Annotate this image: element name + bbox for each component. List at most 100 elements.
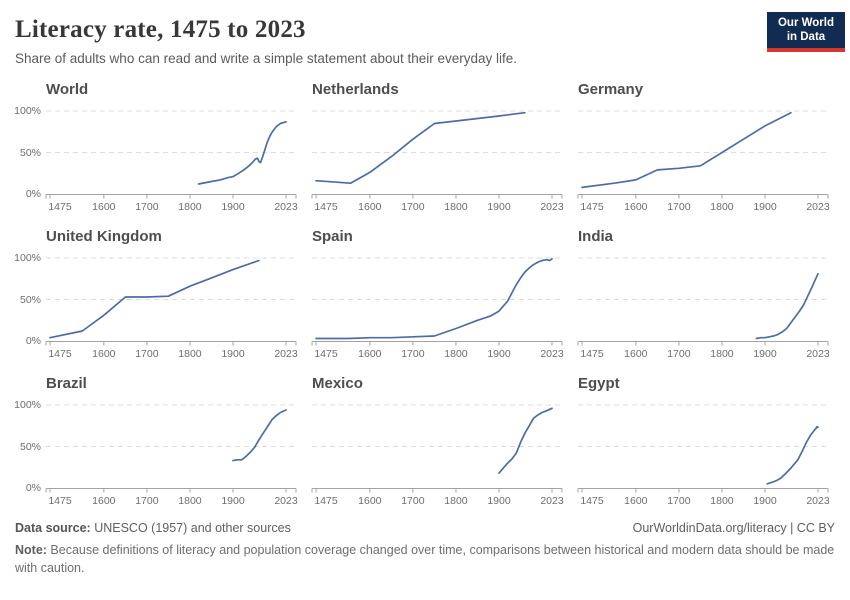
owid-logo-line2: in Data <box>786 30 826 43</box>
line-chart-mexico: 1475 1600 1700 1800 1900 2023 <box>311 404 564 507</box>
x-tick-label: 1700 <box>135 495 159 507</box>
x-tick-label: 1475 <box>48 201 72 213</box>
x-tick-label: 2023 <box>274 495 298 507</box>
x-tick-label: 1600 <box>92 495 116 507</box>
facet-germany: Germany 1475 1600 1700 1800 1900 2023 <box>577 81 830 215</box>
x-tick-label: 1475 <box>314 348 338 360</box>
x-tick-label: 2023 <box>540 495 564 507</box>
x-tick-label: 1600 <box>358 348 382 360</box>
facet-mexico: Mexico 1475 1600 1700 1800 1900 2023 <box>311 375 564 509</box>
x-tick-label: 1600 <box>358 495 382 507</box>
x-tick-label: 1700 <box>401 348 425 360</box>
line-chart-spain: 1475 1600 1700 1800 1900 2023 <box>311 257 564 360</box>
x-tick-label: 1900 <box>753 495 777 507</box>
chart-subtitle: Share of adults who can read and write a… <box>15 51 518 66</box>
x-tick-label: 1700 <box>135 348 159 360</box>
line-chart-egypt: 1475 1600 1700 1800 1900 2023 <box>577 404 830 507</box>
facet-brazil: Brazil 0% 50% 100% 1475 1600 1700 1800 1900 2023 <box>14 375 298 509</box>
x-tick-label: 1900 <box>221 495 245 507</box>
x-tick-label: 1800 <box>178 495 202 507</box>
facet-netherlands: Netherlands 1475 1600 1700 1800 1900 2023 <box>311 81 564 215</box>
data-line-world <box>197 120 287 185</box>
x-tick-label: 1600 <box>358 201 382 213</box>
chart-footer: Data source: UNESCO (1957) and other sou… <box>15 521 835 577</box>
facet-title-spain: Spain <box>312 228 353 245</box>
x-tick-label: 2023 <box>806 201 830 213</box>
owid-logo-text: Our World in Data <box>767 12 845 48</box>
x-tick-label: 1900 <box>221 201 245 213</box>
x-tick-label: 1700 <box>135 201 159 213</box>
y-tick-label: 0% <box>25 188 41 200</box>
page-title: Literacy rate, 1475 to 2023 <box>15 16 306 43</box>
x-tick-label: 1475 <box>314 495 338 507</box>
owid-logo-red-bar <box>767 48 845 52</box>
x-tick-label: 1700 <box>401 495 425 507</box>
x-tick-label: 2023 <box>540 201 564 213</box>
data-line-germany <box>581 111 792 189</box>
facet-india: India 1475 1600 1700 1800 1900 2023 <box>577 228 830 362</box>
license-link[interactable]: OurWorldinData.org/literacy | CC BY <box>632 521 835 535</box>
y-tick-label: 0% <box>25 335 41 347</box>
facet-title-mexico: Mexico <box>312 375 363 392</box>
x-tick-label: 1800 <box>178 201 202 213</box>
x-tick-label: 2023 <box>806 495 830 507</box>
x-tick-label: 1475 <box>48 495 72 507</box>
line-chart-brazil: 1475 1600 1700 1800 1900 2023 <box>45 404 298 507</box>
facet-title-india: India <box>578 228 614 245</box>
data-line-egypt <box>766 425 819 485</box>
y-tick-label: 50% <box>19 293 41 306</box>
x-tick-label: 1800 <box>444 201 468 213</box>
data-line-spain <box>315 257 553 340</box>
y-tick-label: 0% <box>25 482 41 494</box>
x-tick-label: 2023 <box>274 201 298 213</box>
line-chart-india: 1475 1600 1700 1800 1900 2023 <box>577 257 830 360</box>
chart-header: Literacy rate, 1475 to 2023 Share of adu… <box>0 12 850 66</box>
x-tick-label: 1600 <box>624 201 648 213</box>
data-source: Data source: UNESCO (1957) and other sou… <box>15 521 291 535</box>
x-tick-label: 1800 <box>444 495 468 507</box>
x-tick-label: 1900 <box>221 348 245 360</box>
facet-spain: Spain 1475 1600 1700 1800 1900 2023 <box>311 228 564 362</box>
x-tick-label: 1700 <box>667 201 691 213</box>
footer-note: Note: Because definitions of literacy an… <box>15 541 835 577</box>
line-chart-united-kingdom: 1475 1600 1700 1800 1900 2023 <box>45 257 298 360</box>
y-tick-label: 50% <box>19 146 41 159</box>
x-tick-label: 1900 <box>487 348 511 360</box>
x-tick-label: 1475 <box>48 348 72 360</box>
x-tick-label: 1800 <box>710 201 734 213</box>
facet-world: World 0% 50% 100% 1475 1600 1700 1800 1900 2023 <box>14 81 298 215</box>
line-chart-world: 1475 1600 1700 1800 1900 2023 <box>45 110 298 213</box>
footer-note-text: Because definitions of literacy and popu… <box>15 543 835 576</box>
y-tick-label: 100% <box>14 252 41 264</box>
data-line-india <box>755 272 819 340</box>
x-tick-label: 1600 <box>92 201 116 213</box>
data-source-text: UNESCO (1957) and other sources <box>90 521 291 535</box>
x-tick-label: 1900 <box>487 201 511 213</box>
data-line-brazil <box>232 409 287 462</box>
x-tick-label: 2023 <box>806 348 830 360</box>
data-line-netherlands <box>315 111 526 185</box>
facet-title-germany: Germany <box>578 81 644 98</box>
owid-logo[interactable]: Our World in Data <box>767 12 845 52</box>
x-tick-label: 1800 <box>710 495 734 507</box>
facet-united-kingdom: United Kingdom 0% 50% 100% 1475 1600 1700 1800 1… <box>14 228 298 362</box>
footer-note-label: Note: <box>15 543 47 557</box>
x-tick-label: 1475 <box>314 201 338 213</box>
facets-grid: World 0% 50% 100% 1475 1600 1700 1800 1900 2023 Ne… <box>14 81 850 509</box>
owid-logo-line1: Our World <box>777 17 834 29</box>
y-axis-labels: 0% 50% 100% <box>14 397 46 509</box>
facet-title-united-kingdom: United Kingdom <box>46 228 162 245</box>
y-axis-labels: 0% 50% 100% <box>14 103 46 215</box>
line-chart-germany: 1475 1600 1700 1800 1900 2023 <box>577 110 830 213</box>
x-tick-label: 1475 <box>580 495 604 507</box>
facet-title-egypt: Egypt <box>578 375 620 392</box>
y-tick-label: 100% <box>14 399 41 411</box>
x-tick-label: 1800 <box>710 348 734 360</box>
facet-title-netherlands: Netherlands <box>312 81 399 98</box>
x-tick-label: 1600 <box>624 348 648 360</box>
x-tick-label: 1600 <box>92 348 116 360</box>
facet-title-world: World <box>46 81 89 98</box>
y-axis-labels: 0% 50% 100% <box>14 250 46 362</box>
x-tick-label: 1800 <box>178 348 202 360</box>
